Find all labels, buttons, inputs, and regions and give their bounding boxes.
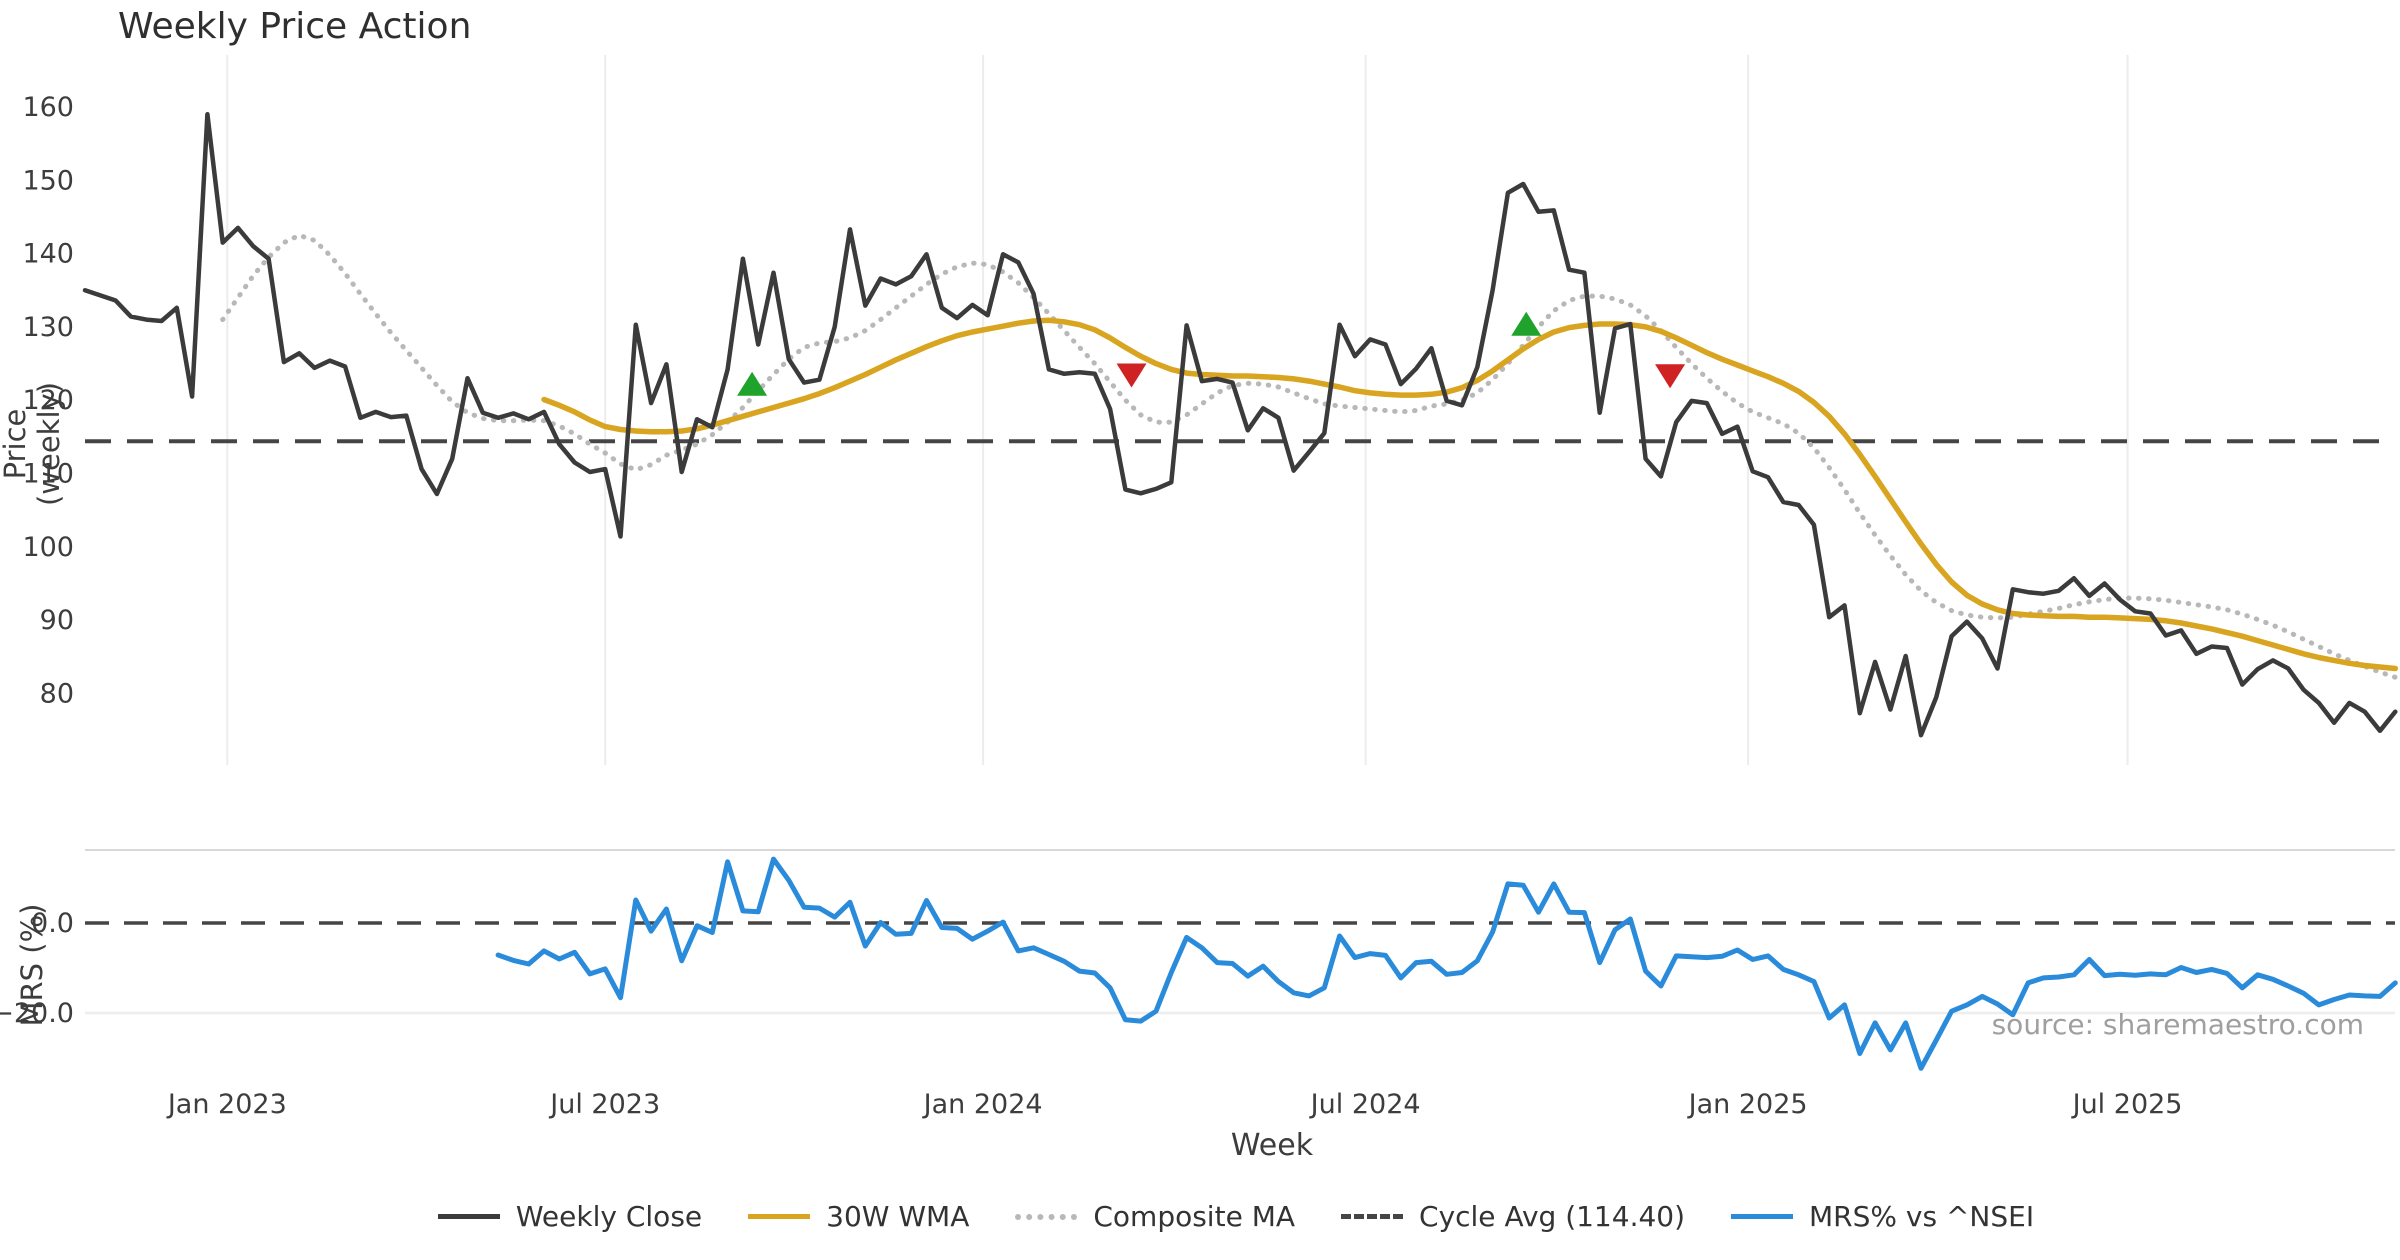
- mrs-y-tick-label: −20.0: [0, 998, 74, 1029]
- source-watermark: source: sharemaestro.com: [1991, 1008, 2364, 1041]
- price-y-tick-label: 130: [22, 312, 74, 343]
- buy-signal-icon: [1511, 311, 1542, 336]
- series-weekly-close: [82, 112, 2398, 738]
- x-tick-label: Jan 2024: [922, 1089, 1043, 1120]
- sell-signal-icon: [1655, 364, 1686, 389]
- legend-item-30w-wma: 30W WMA: [748, 1200, 969, 1233]
- composite-ma-line-icon: [1015, 1213, 1078, 1220]
- legend-label: 30W WMA: [826, 1200, 970, 1233]
- price-y-tick-label: 160: [22, 92, 74, 123]
- price-axis-label: Price (weekly): [0, 381, 66, 507]
- legend-label: Composite MA: [1093, 1200, 1296, 1233]
- price-y-tick-label: 140: [22, 239, 74, 270]
- price-y-tick-label: 90: [40, 605, 74, 636]
- legend-item-cycle-avg: Cycle Avg (114.40): [1341, 1200, 1685, 1233]
- series-mrs-vs-nsei: [495, 856, 2398, 1071]
- chart-title: Weekly Price Action: [118, 6, 472, 47]
- x-tick-label: Jul 2024: [1309, 1089, 1421, 1120]
- price-y-tick-label: 80: [40, 678, 74, 709]
- mrs-line-icon: [1731, 1214, 1794, 1219]
- legend-label: Weekly Close: [515, 1200, 703, 1233]
- mrs-y-tick-label: 0.0: [31, 908, 74, 939]
- buy-signal-icon: [737, 371, 768, 396]
- sell-signal-icon: [1116, 363, 1147, 388]
- cycle-avg-line-icon: [1341, 1214, 1404, 1219]
- series-composite-ma: [220, 232, 2398, 680]
- price-y-tick-label: 150: [22, 165, 74, 196]
- price-y-tick-label: 110: [22, 459, 74, 490]
- x-axis-label: Week: [1230, 1128, 1314, 1163]
- weekly-close-line-icon: [437, 1214, 500, 1219]
- legend-label: MRS% vs ^NSEI: [1809, 1200, 2035, 1233]
- wma-line-icon: [748, 1214, 811, 1219]
- legend-item-weekly-close: Weekly Close: [437, 1200, 703, 1233]
- x-tick-label: Jan 2023: [166, 1089, 287, 1120]
- mrs-axis-label: MRS (%): [15, 903, 49, 1027]
- price-y-tick-label: 120: [22, 385, 74, 416]
- legend-item-composite-ma: Composite MA: [1015, 1200, 1295, 1233]
- x-tick-label: Jul 2023: [548, 1089, 660, 1120]
- legend-item-mrs: MRS% vs ^NSEI: [1731, 1200, 2034, 1233]
- legend-label: Cycle Avg (114.40): [1419, 1200, 1686, 1233]
- x-tick-label: Jul 2025: [2071, 1089, 2183, 1120]
- x-tick-label: Jan 2025: [1687, 1089, 1808, 1120]
- price-y-tick-label: 100: [22, 532, 74, 563]
- legend: Weekly Close 30W WMA Composite MA Cycle …: [36, 1200, 2400, 1233]
